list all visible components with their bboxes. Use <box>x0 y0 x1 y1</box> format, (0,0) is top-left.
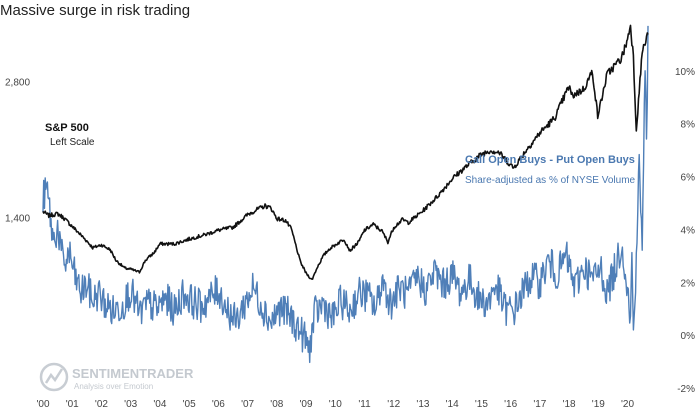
sp500-sublabel: Left Scale <box>50 137 95 148</box>
x-tick-label: '04 <box>153 399 166 410</box>
x-tick-label: '01 <box>66 399 79 410</box>
logo-tagline: Analysis over Emotion <box>74 382 153 391</box>
x-tick-label: '18 <box>563 399 576 410</box>
x-tick-label: '15 <box>475 399 488 410</box>
call-put-sublabel: Share-adjusted as % of NYSE Volume <box>465 175 636 186</box>
right-axis: -2% 0% 2% 4% 6% 8% 10% <box>675 67 695 395</box>
call-put-label: Call Open Buys - Put Open Buys <box>465 154 635 166</box>
x-tick-label: '05 <box>183 399 196 410</box>
x-tick-label: '09 <box>300 399 313 410</box>
x-tick-label: '17 <box>533 399 546 410</box>
right-tick-label: 6% <box>681 173 696 184</box>
x-tick-label: '03 <box>124 399 137 410</box>
left-tick-label: 2,800 <box>5 77 30 88</box>
sentimentrader-logo: SENTIMENTRADER Analysis over Emotion <box>39 362 194 392</box>
x-tick-label: '12 <box>387 399 400 410</box>
sp500-series-line <box>42 24 649 280</box>
x-tick-label: '10 <box>329 399 342 410</box>
x-tick-label: '16 <box>504 399 517 410</box>
call-put-series-line <box>42 25 649 364</box>
x-tick-label: '13 <box>416 399 429 410</box>
right-tick-label: 2% <box>681 278 696 289</box>
x-tick-label: '06 <box>212 399 225 410</box>
x-tick-label: '11 <box>358 399 371 410</box>
x-tick-label: '08 <box>270 399 283 410</box>
x-tick-label: '20 <box>621 399 634 410</box>
right-tick-label: 4% <box>681 225 696 236</box>
left-tick-label: 1,400 <box>5 214 30 225</box>
right-tick-label: 10% <box>675 67 695 78</box>
right-tick-label: 0% <box>681 331 696 342</box>
logo-brand: SENTIMENTRADER <box>72 366 194 381</box>
x-tick-label: '19 <box>592 399 605 410</box>
x-tick-label: '02 <box>95 399 108 410</box>
logo-circle-icon <box>39 362 69 392</box>
right-tick-label: 8% <box>681 120 696 131</box>
right-tick-label: -2% <box>677 384 695 395</box>
sp500-label: S&P 500 <box>45 122 89 134</box>
x-tick-label: '00 <box>36 399 49 410</box>
x-axis: '00 '01 '02 '03 '04 '05 '06 '07 '08 '09 '10 '11 '12 '… <box>36 399 634 410</box>
chart-title: Massive surge in risk trading <box>0 2 190 19</box>
x-tick-label: '07 <box>241 399 254 410</box>
x-tick-label: '14 <box>446 399 459 410</box>
logo-trend-icon <box>44 368 64 384</box>
left-axis: 1,400 2,800 <box>5 77 30 224</box>
